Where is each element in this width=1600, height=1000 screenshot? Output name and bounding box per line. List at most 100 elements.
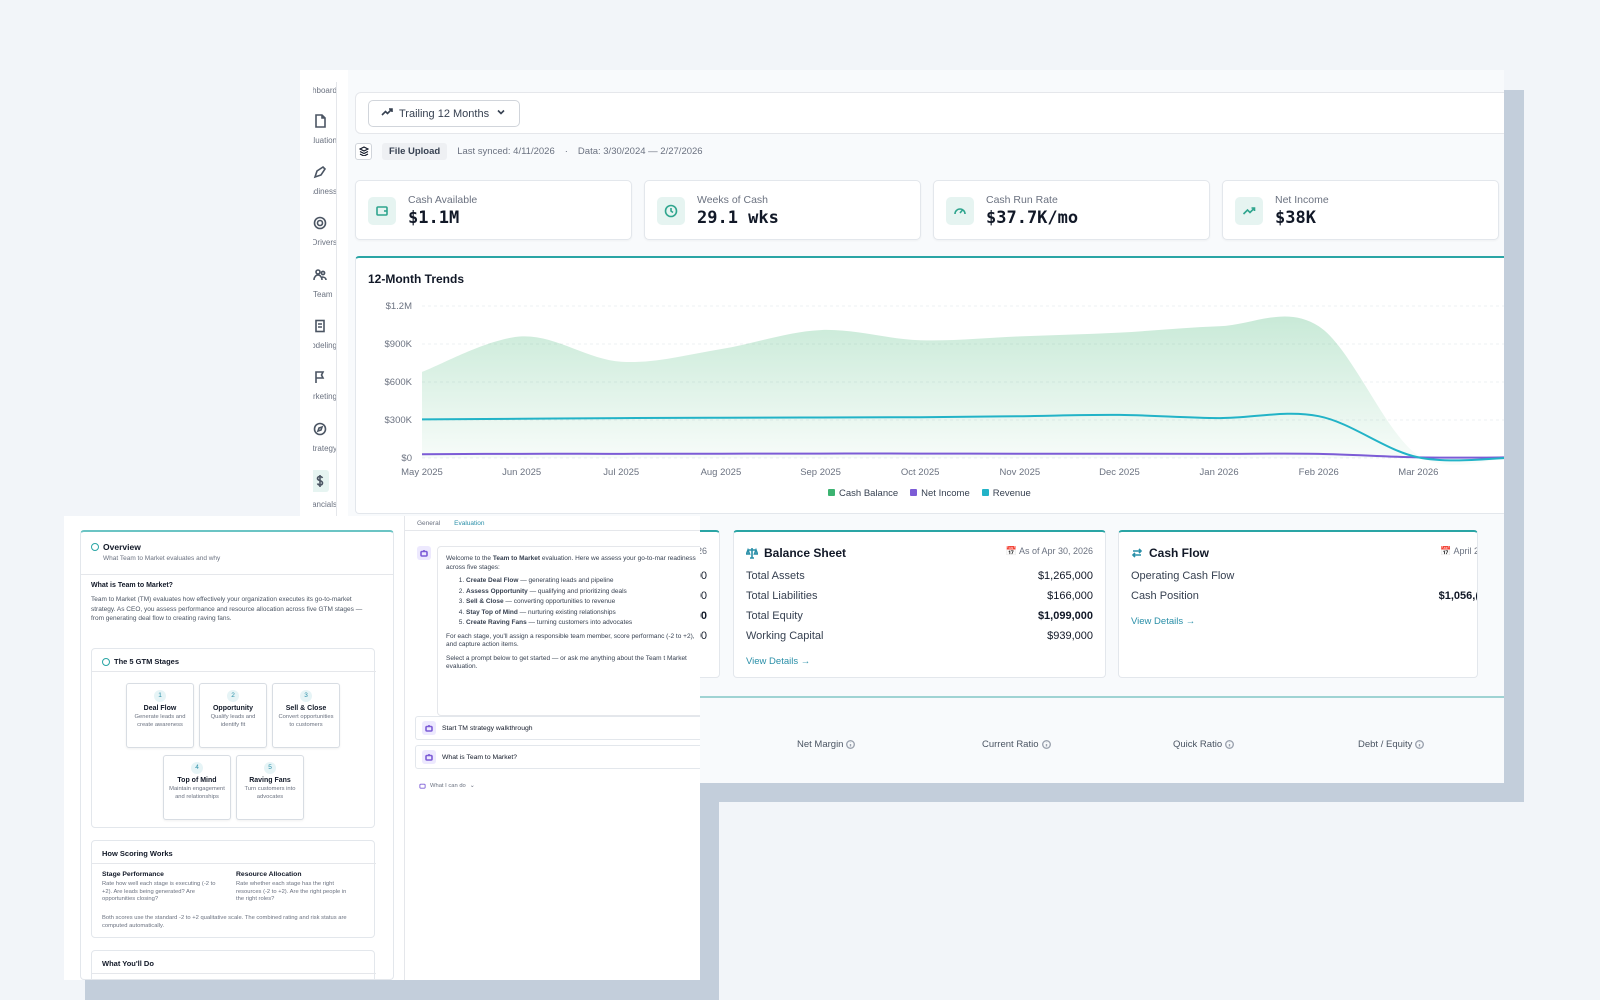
- stage-card-top-of-mind[interactable]: 4 Top of Mind Maintain engagement and re…: [163, 755, 231, 820]
- target-icon: [91, 543, 99, 551]
- overview-subtitle: What Team to Market evaluates and why: [103, 555, 221, 562]
- x-tick-label: Aug 2025: [701, 467, 742, 478]
- ratio-quick-ratio[interactable]: Quick Ratio: [1173, 739, 1235, 750]
- row-value: $1,056,(: [1438, 590, 1478, 602]
- compass-icon: [313, 422, 327, 436]
- kpi-label: Cash Available: [408, 194, 478, 206]
- chevron-down-icon: ⌄: [469, 782, 475, 789]
- stage-card-sell-close[interactable]: 3 Sell & Close Convert opportunities to …: [272, 683, 340, 748]
- sidebar-item-label: Dashboard: [313, 86, 337, 95]
- tab-general[interactable]: General: [417, 520, 441, 527]
- clock-icon: [657, 197, 685, 225]
- trend-chart: $0 $300K $600K $900K $1.2M May 2025 Jun 2025 J…: [385, 301, 1504, 478]
- x-tick-label: Jul 2025: [603, 467, 639, 478]
- trend-chart-card: 12-Month Trends $0 $300K $600K $900K $1.2M M…: [355, 256, 1504, 514]
- card-date: 📅 April 2: [1440, 546, 1478, 556]
- section-divider: [355, 696, 1504, 698]
- layers-icon: [358, 146, 369, 156]
- row-value: $1,265,000: [1037, 570, 1093, 582]
- ratio-net-margin[interactable]: Net Margin: [797, 739, 856, 750]
- x-tick-label: Jan 2026: [1200, 467, 1239, 478]
- info-icon: [846, 740, 856, 749]
- trend-up-icon: [1235, 197, 1263, 225]
- row-label: Operating Cash Flow: [1131, 570, 1235, 582]
- chart-legend: Cash Balance Net Income Revenue: [828, 488, 1031, 499]
- y-tick-label: $600K: [385, 377, 413, 388]
- series-line-revenue: [421, 412, 1504, 462]
- legend-item-cash-balance[interactable]: Cash Balance: [828, 488, 898, 499]
- scoring-resource-allocation: Resource Allocation Rate whether each st…: [236, 871, 347, 902]
- sidebar-item-dashboard[interactable]: Dashboard: [313, 86, 337, 95]
- assistant-message: Welcome to the Team to Market evaluation…: [437, 546, 700, 716]
- view-details-link[interactable]: View Details →: [746, 656, 811, 667]
- x-tick-label: Sep 2025: [800, 467, 841, 478]
- chevron-down-icon: [495, 106, 507, 121]
- kpi-card-cash-available[interactable]: Cash Available $1.1M: [355, 180, 632, 240]
- info-icon: [1041, 740, 1051, 749]
- sidebar-item-team[interactable]: Team: [313, 268, 336, 299]
- sidebar-item-label: Team: [313, 290, 333, 299]
- sidebar-item-readiness[interactable]: Readiness: [313, 165, 337, 196]
- kpi-card-weeks-of-cash[interactable]: Weeks of Cash 29.1 wks: [644, 180, 921, 240]
- kpi-value: $38K: [1275, 208, 1316, 228]
- view-details-link[interactable]: View Details →: [1131, 616, 1196, 627]
- scoring-box: How Scoring Works Stage Performance Rate…: [91, 840, 376, 938]
- row-value: $939,000: [1047, 630, 1093, 642]
- sidebar-item-drivers[interactable]: Drivers: [313, 216, 336, 247]
- kpi-card-cash-run-rate[interactable]: Cash Run Rate $37.7K/mo: [933, 180, 1210, 240]
- period-label: Trailing 12 Months: [399, 107, 490, 120]
- overview-header: Overview What Team to Market evaluates a…: [91, 542, 220, 562]
- stage-card-raving-fans[interactable]: 5 Raving Fans Turn customers into advoca…: [236, 755, 304, 820]
- target-icon: [313, 216, 327, 230]
- gauge-icon: [946, 197, 974, 225]
- sidebar-item-label: Modeling: [313, 341, 337, 350]
- kpi-value: 29.1 wks: [697, 208, 779, 228]
- sidebar-item-modeling[interactable]: Modeling: [313, 319, 337, 350]
- sidebar-item-valuation[interactable]: Valuation: [313, 114, 336, 145]
- prompt-button-what-is-tm[interactable]: What is Team to Market?: [415, 745, 700, 769]
- y-tick-label: $900K: [385, 339, 413, 350]
- sidebar-item-financials[interactable]: Financials: [313, 470, 337, 509]
- what-youll-do-title: What You'll Do: [102, 959, 154, 968]
- file-icon: [313, 114, 327, 128]
- sidebar-item-label: Readiness: [313, 187, 337, 196]
- sync-row: File Upload Last synced: 4/11/2026 · Dat…: [355, 142, 703, 160]
- ratio-current-ratio[interactable]: Current Ratio: [982, 739, 1051, 750]
- kpi-card-net-income[interactable]: Net Income $38K: [1222, 180, 1499, 240]
- sidebar-item-strategy[interactable]: Strategy: [313, 422, 336, 453]
- period-dropdown[interactable]: Trailing 12 Months: [368, 100, 521, 127]
- scoring-footer: Both scores use the standard -2 to +2 qu…: [102, 915, 347, 929]
- row-label: Total Assets: [746, 570, 805, 582]
- x-tick-label: Nov 2025: [999, 467, 1040, 478]
- kpi-label: Net Income: [1275, 194, 1329, 206]
- trend-up-icon: [381, 106, 393, 121]
- flag-icon: [313, 370, 327, 384]
- sidebar-item-label: Financials: [313, 500, 337, 509]
- document-icon: [313, 319, 327, 333]
- ratio-debt-equity[interactable]: Debt / Equity: [1358, 739, 1425, 750]
- card-title: Balance Sheet: [746, 546, 846, 560]
- bot-icon: [419, 783, 426, 789]
- kpi-value: $37.7K/mo: [986, 208, 1079, 228]
- sidebar-item-marketing[interactable]: Marketing: [313, 370, 337, 401]
- sidebar: Dashboard Valuation Readiness Drivers Te…: [313, 82, 337, 782]
- stage-card-deal-flow[interactable]: 1 Deal Flow Generate leads and create aw…: [126, 683, 194, 748]
- prompt-button-walkthrough[interactable]: Start TM strategy walkthrough: [415, 716, 700, 740]
- y-tick-label: $1.2M: [386, 301, 412, 312]
- bot-icon: [417, 546, 431, 560]
- overview-panel: Overview What Team to Market evaluates a…: [80, 530, 394, 980]
- what-i-can-do-toggle[interactable]: What I can do ⌄: [419, 782, 475, 789]
- x-tick-label: Mar 2026: [1398, 467, 1438, 478]
- bot-icon: [422, 721, 436, 735]
- source-toggle[interactable]: [355, 142, 372, 160]
- legend-item-net-income[interactable]: Net Income: [910, 488, 970, 499]
- x-tick-label: Oct 2025: [901, 467, 940, 478]
- legend-item-revenue[interactable]: Revenue: [981, 488, 1031, 499]
- scoring-stage-performance: Stage Performance Rate how well each sta…: [102, 871, 216, 902]
- sidebar-item-label: Marketing: [313, 392, 337, 401]
- kpi-row: Cash Available $1.1M Weeks of Cash 29.1 …: [355, 180, 1504, 240]
- cash-flow-card[interactable]: Cash Flow 📅 April 2 Operating Cash Flow …: [1118, 530, 1478, 678]
- stage-card-opportunity[interactable]: 2 Opportunity Qualify leads and identify…: [199, 683, 267, 748]
- balance-sheet-card[interactable]: Balance Sheet 📅 As of Apr 30, 2026 Total…: [733, 530, 1106, 678]
- period-bar: Trailing 12 Months: [355, 92, 1504, 134]
